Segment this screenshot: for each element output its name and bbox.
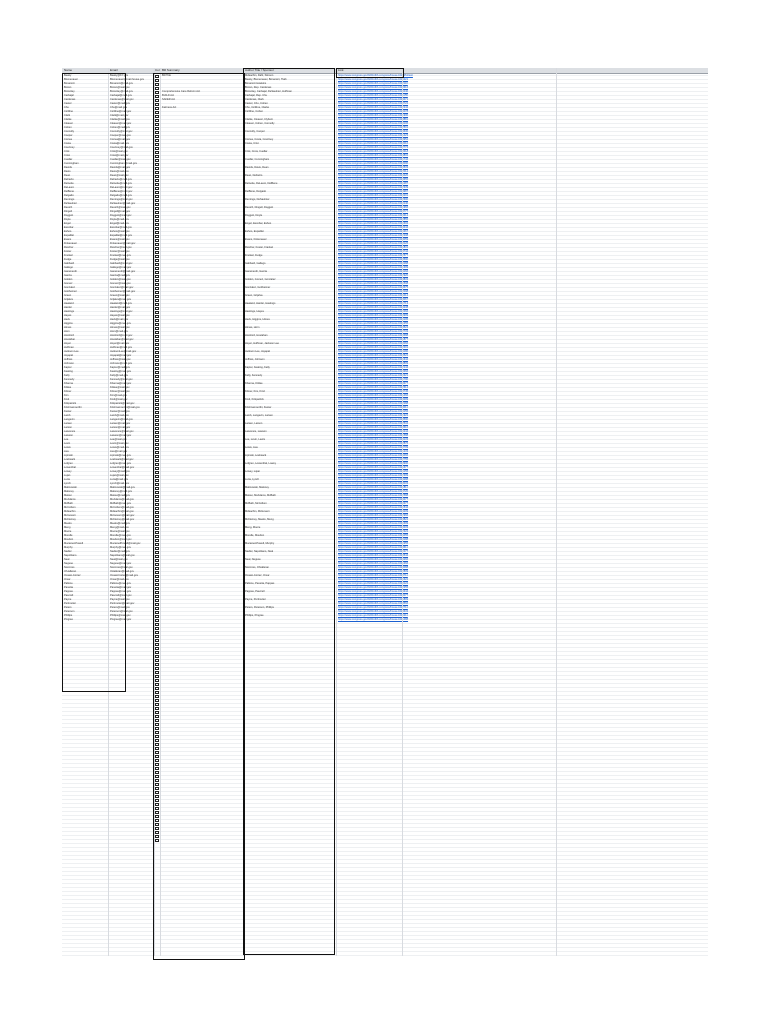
column-header-d[interactable]: Bill Summary (162, 68, 180, 72)
column-header-f[interactable]: Link (338, 68, 344, 72)
column-header-b[interactable]: Email (110, 68, 118, 72)
empty-row[interactable] (62, 838, 708, 842)
column-header-a[interactable]: Name (64, 68, 73, 72)
column-header-e[interactable]: Author Title / Sponsor (245, 68, 274, 72)
rows-container: Beatty Beatty@KY.gov Bill Title McEachin, D… (62, 74, 708, 842)
spreadsheet[interactable]: Name Email Col Bill Summary Author Title… (62, 68, 708, 960)
column-header-c[interactable]: Col (155, 68, 160, 72)
checkbox-icon[interactable] (155, 838, 159, 842)
